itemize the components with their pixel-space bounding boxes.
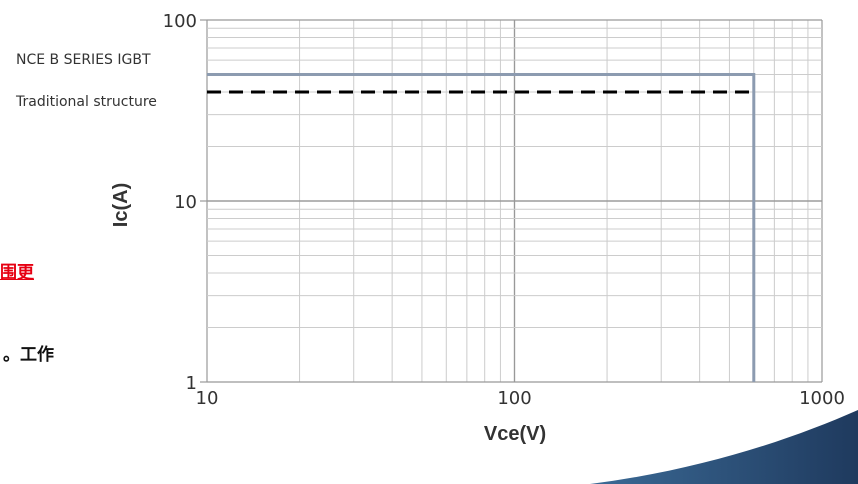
series-lines [207, 73, 756, 382]
y-tick-label: 1 [186, 373, 197, 394]
series-line-nce-b-series [207, 73, 756, 382]
x-axis-label: Vce(V) [484, 423, 546, 445]
x-tick-label: 1000 [799, 388, 845, 409]
grid-lines [200, 19, 823, 383]
side-text-red-fragment: 围更 [0, 263, 34, 283]
x-tick-label: 10 [196, 388, 219, 409]
legend-entry-traditional-structure: Traditional structure [16, 94, 157, 110]
y-axis-label: Ic(A) [110, 183, 132, 227]
y-tick-label: 10 [174, 192, 197, 213]
corner-decoration [590, 410, 858, 484]
x-tick-label: 100 [497, 388, 531, 409]
legend-entry-nce-b-series: NCE B SERIES IGBT [16, 52, 151, 68]
y-tick-label: 100 [163, 11, 197, 32]
side-text-black-fragment: 工作。 [3, 345, 54, 365]
